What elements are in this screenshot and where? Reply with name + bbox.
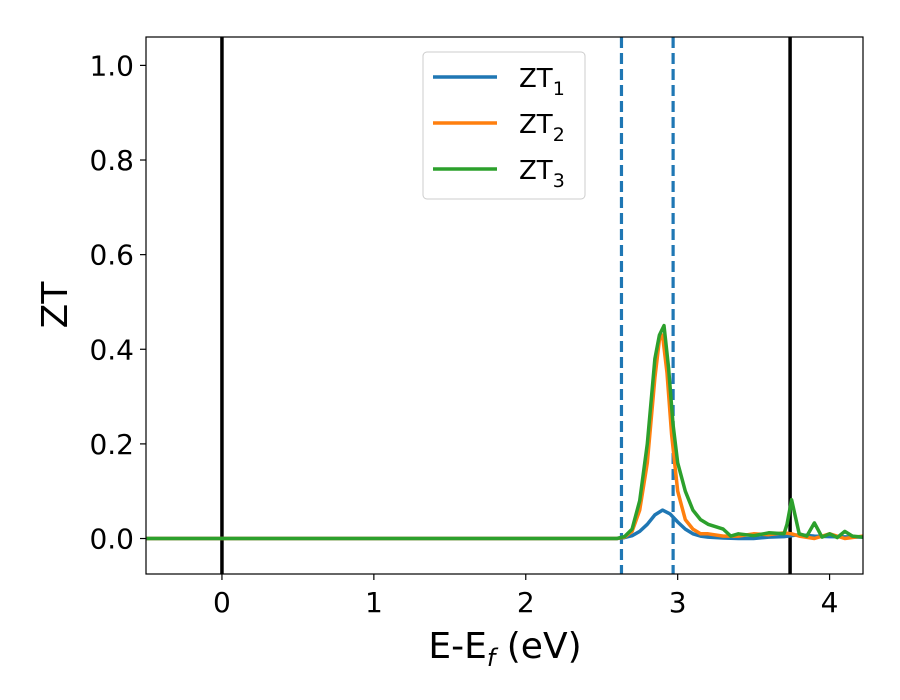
x-tick-label-3: 3 xyxy=(669,586,687,619)
legend-label-zt1: ZT1 xyxy=(519,64,565,100)
x-axis-label: E-Ef (eV) xyxy=(428,626,581,672)
x-tick-label-1: 1 xyxy=(365,586,383,619)
legend: ZT1 ZT2 ZT3 xyxy=(422,51,586,200)
x-tick-label-0: 0 xyxy=(213,586,231,619)
y-tick-label-1: 0.2 xyxy=(89,428,134,461)
legend-box xyxy=(422,51,586,200)
y-tick-label-4: 0.8 xyxy=(89,144,134,177)
plot-frame xyxy=(145,36,864,575)
y-tick-label-2: 0.4 xyxy=(89,333,134,366)
legend-label-zt3: ZT3 xyxy=(519,156,565,192)
x-tick-label-4: 4 xyxy=(821,586,839,619)
series-line-zt3 xyxy=(146,323,863,541)
y-tick-label-3: 0.6 xyxy=(89,239,134,272)
y-tick-label-5: 1.0 xyxy=(89,49,134,82)
x-tick-label-2: 2 xyxy=(517,586,535,619)
series-line-zt1 xyxy=(146,508,863,541)
y-tick-label-0: 0.0 xyxy=(89,523,134,556)
y-axis-label: ZT xyxy=(35,281,76,329)
legend-label-zt2: ZT2 xyxy=(519,110,565,146)
